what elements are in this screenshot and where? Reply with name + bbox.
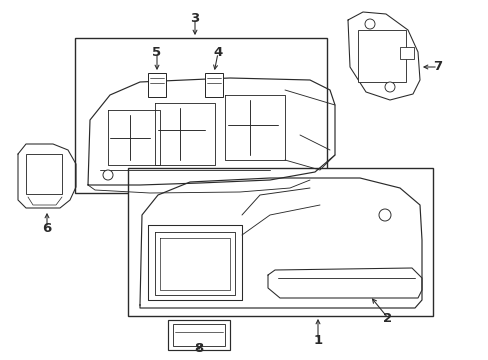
Text: 8: 8 bbox=[194, 342, 203, 355]
Circle shape bbox=[103, 170, 113, 180]
Text: 3: 3 bbox=[190, 12, 199, 24]
Text: 6: 6 bbox=[42, 221, 52, 234]
Bar bbox=[357, 30, 405, 82]
Text: 7: 7 bbox=[432, 60, 442, 73]
Bar bbox=[148, 73, 165, 97]
Text: 5: 5 bbox=[152, 46, 161, 59]
Circle shape bbox=[378, 209, 390, 221]
Text: 1: 1 bbox=[313, 333, 322, 346]
Text: 4: 4 bbox=[213, 46, 222, 59]
Bar bbox=[399, 47, 413, 59]
Circle shape bbox=[384, 82, 394, 92]
Bar bbox=[204, 73, 223, 97]
Text: 2: 2 bbox=[383, 311, 392, 324]
Bar bbox=[173, 324, 224, 346]
Bar bbox=[128, 168, 432, 316]
Circle shape bbox=[364, 19, 374, 29]
Bar bbox=[75, 38, 326, 193]
Bar bbox=[26, 154, 62, 194]
Bar bbox=[168, 320, 229, 350]
